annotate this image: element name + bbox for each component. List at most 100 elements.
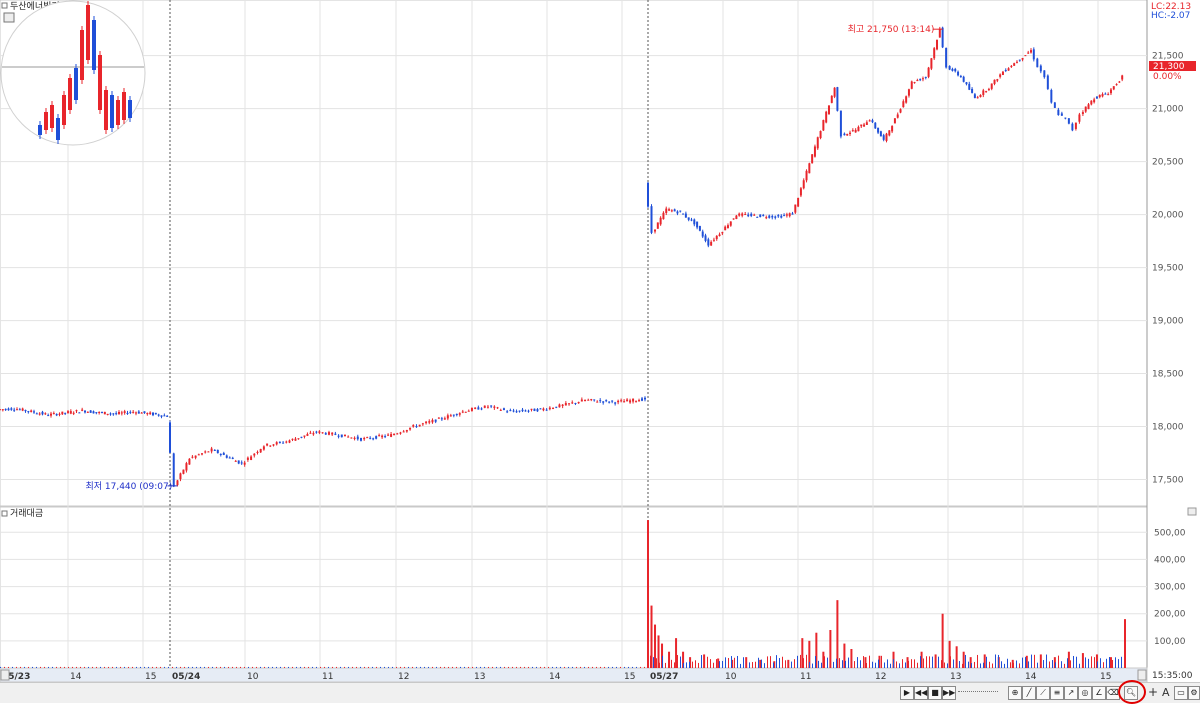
scroll-left-button[interactable] <box>0 669 10 681</box>
candle-body <box>493 406 496 408</box>
price-panel[interactable] <box>0 0 1148 507</box>
candle-body <box>1053 102 1056 108</box>
candle-body <box>72 412 75 414</box>
candle-body <box>907 89 910 96</box>
volume-bar <box>300 666 301 668</box>
candle-body <box>593 399 596 401</box>
volume-bar <box>773 661 776 668</box>
add-button[interactable]: + <box>1148 685 1159 699</box>
candle-body <box>791 213 794 215</box>
volume-bar <box>1019 663 1020 668</box>
volume-bar <box>661 643 664 668</box>
candle-body <box>623 401 626 403</box>
panel-menu-icon[interactable] <box>3 12 15 23</box>
volume-bar <box>890 663 891 668</box>
volume-panel[interactable] <box>0 506 1148 669</box>
volume-bar <box>432 666 433 668</box>
x-tick-label: 05/23 <box>2 672 30 682</box>
angle-tool-icon[interactable]: ∠ <box>1092 686 1106 700</box>
candle-body <box>461 411 464 413</box>
fast-forward-button[interactable]: ▶▶ <box>942 686 956 700</box>
volume-bar <box>612 666 613 668</box>
volume-bar <box>773 662 774 668</box>
volume-bar <box>896 661 897 668</box>
candle-body <box>599 400 602 402</box>
volume-bar <box>436 666 437 668</box>
candle-body <box>387 434 390 436</box>
candle-body <box>41 411 44 415</box>
volume-bar <box>1079 663 1080 668</box>
volume-bar <box>1095 654 1098 668</box>
eraser-tool-icon[interactable]: ⌫ <box>1106 686 1120 700</box>
candle-body <box>240 462 243 464</box>
volume-bar <box>746 661 747 668</box>
volume-bar <box>400 666 401 668</box>
candle-body <box>577 402 580 404</box>
line-tool-icon[interactable]: ╱ <box>1022 686 1036 700</box>
candle-body <box>216 449 219 454</box>
candle-body <box>819 131 822 139</box>
mini-candle-body <box>122 92 126 120</box>
candle-body <box>913 82 916 84</box>
candle-body <box>55 413 58 416</box>
cycle-tool-icon[interactable]: ◎ <box>1078 686 1092 700</box>
volume-bar <box>268 666 269 668</box>
candle-body <box>458 413 461 415</box>
candle-body <box>830 95 833 103</box>
panel-collapse-icon[interactable] <box>1 2 8 9</box>
crosshair-tool-icon[interactable]: ⊕ <box>1008 686 1022 700</box>
volume-panel-scroll-icon[interactable] <box>1187 507 1197 516</box>
fibo-tool-icon[interactable]: ≡ <box>1050 686 1064 700</box>
scroll-indicator[interactable] <box>958 691 998 694</box>
candle-body <box>1007 68 1010 71</box>
volume-bar <box>572 666 573 668</box>
candle-body <box>1060 113 1063 116</box>
volume-bar <box>653 657 654 668</box>
volume-bar <box>580 666 581 668</box>
volume-bar <box>842 660 843 668</box>
play-button[interactable]: ▶ <box>900 686 914 700</box>
chart-canvas[interactable]: 21,500 21,000 20,500 20,000 19,500 19,000 18,5… <box>0 0 1200 683</box>
volume-bar <box>779 658 780 668</box>
mini-candle-body <box>68 78 72 110</box>
candle-body <box>243 462 246 465</box>
candle-body <box>266 443 269 446</box>
volume-bar <box>1100 658 1101 668</box>
candle-body <box>635 400 638 402</box>
text-tool-button[interactable]: A <box>1162 686 1170 699</box>
lc-label: LC:22.13 <box>1151 2 1191 12</box>
price-tick-label: 21,500 <box>1152 52 1184 62</box>
mini-overview-lens[interactable] <box>0 0 146 146</box>
candle-body <box>123 411 126 413</box>
volume-bar <box>968 661 969 668</box>
settings-icon[interactable]: ⚙ <box>1188 686 1200 700</box>
candle-body <box>756 216 759 218</box>
candle-body <box>843 133 846 136</box>
x-tick-label: 14 <box>1025 672 1037 682</box>
arrow-tool-icon[interactable]: ↗ <box>1064 686 1078 700</box>
volume-bar <box>520 666 521 668</box>
comment-icon[interactable]: ▭ <box>1174 686 1188 700</box>
volume-bar <box>628 666 629 668</box>
stop-button[interactable]: ■ <box>928 686 942 700</box>
volume-bar <box>864 657 867 668</box>
candle-body <box>434 419 437 422</box>
volume-bar <box>84 666 85 668</box>
rewind-button[interactable]: ◀◀ <box>914 686 928 700</box>
volume-bar <box>240 666 241 668</box>
mini-candle-body <box>86 5 90 60</box>
candle-body <box>750 213 753 216</box>
candle-body <box>521 409 524 412</box>
x-tick-label: 14 <box>549 672 561 682</box>
mini-candle-body <box>128 100 132 118</box>
candle-body <box>959 75 962 78</box>
panel-collapse-icon[interactable] <box>1 510 8 517</box>
candle-body <box>1109 89 1112 94</box>
candle-body <box>331 432 334 435</box>
volume-bar <box>887 659 888 668</box>
trend-tool-icon[interactable]: ⟋ <box>1036 686 1050 700</box>
scroll-right-button[interactable] <box>1137 669 1147 681</box>
volume-bar <box>683 663 684 668</box>
candle-body <box>1043 70 1046 78</box>
candle-body <box>836 87 839 111</box>
